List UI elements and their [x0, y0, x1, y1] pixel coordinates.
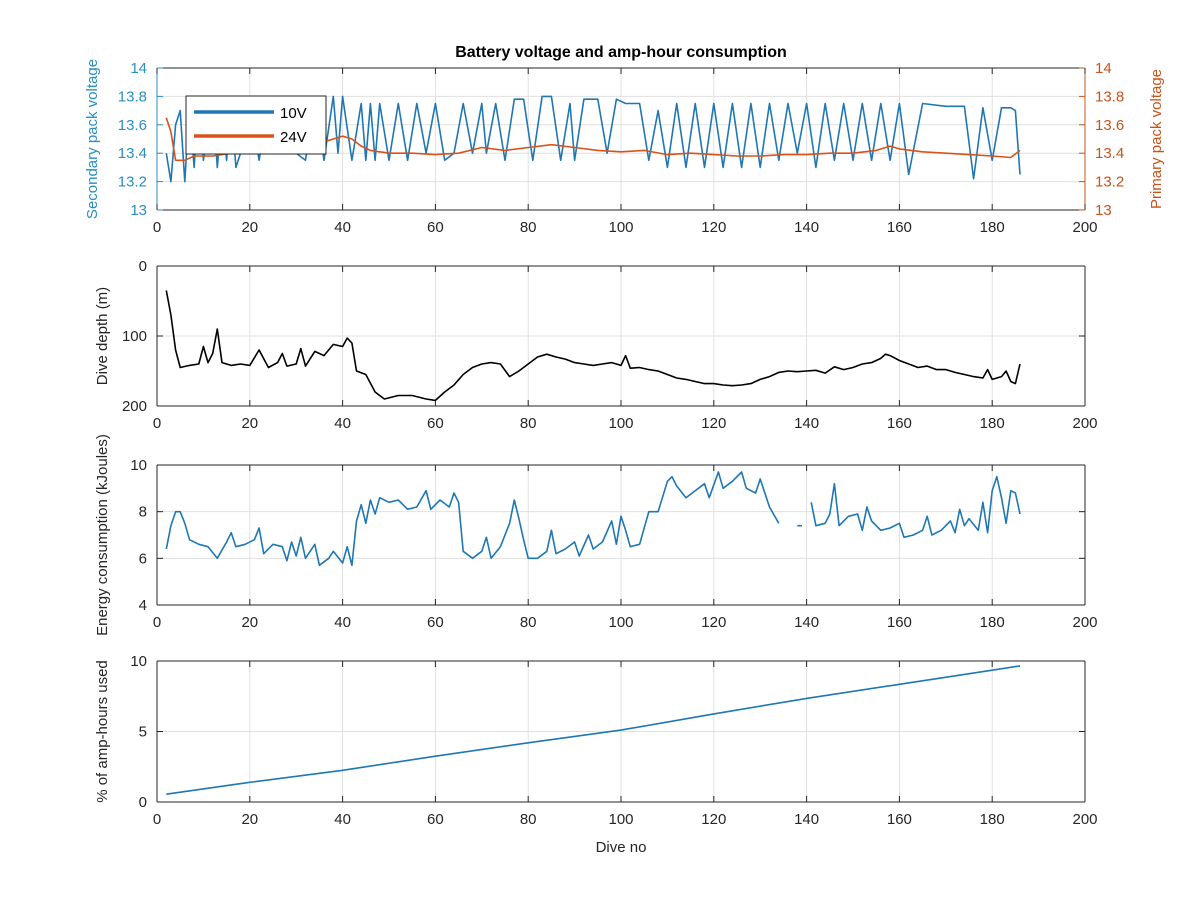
- y-tick-label-right: 13: [1095, 202, 1112, 219]
- x-tick-label: 60: [427, 614, 444, 631]
- subplot-voltage: 0 20 40 60 80 100 120 140 160 180 2001313.213.413.…: [84, 59, 1165, 236]
- y-tick-label: 0: [139, 258, 147, 275]
- x-tick-label: 120: [701, 219, 726, 236]
- y-tick-label: 13.4: [118, 145, 147, 162]
- y-tick-label-right: 13.8: [1095, 88, 1124, 105]
- x-tick-label: 80: [520, 811, 537, 828]
- series-line-depth-0: [165, 290, 1021, 402]
- x-tick-label: 160: [887, 614, 912, 631]
- y-tick-label: 13.2: [118, 174, 147, 191]
- x-tick-label: 140: [794, 811, 819, 828]
- x-tick-label: 100: [608, 811, 633, 828]
- subplot-amphours: 0 20 40 60 80 100 120 140 160 180 200 0 5 10 % of amp-…: [94, 653, 1098, 856]
- y-tick-label-right: 13.2: [1095, 174, 1124, 191]
- y-tick-label: 4: [139, 597, 147, 614]
- x-tick-label: 180: [980, 811, 1005, 828]
- x-tick-label: 180: [980, 219, 1005, 236]
- y-tick-label: 10: [130, 457, 147, 474]
- y-tick-label: 13.8: [118, 88, 147, 105]
- x-tick-label: 20: [241, 219, 258, 236]
- subplot-depth: 0 20 40 60 80 100 120 140 160 180 200 0 100 200 Dive d…: [94, 258, 1098, 432]
- y-tick-label: 100: [122, 328, 147, 345]
- x-tick-label: 40: [334, 811, 351, 828]
- x-tick-label: 120: [701, 415, 726, 432]
- y-tick-label: 13: [130, 202, 147, 219]
- x-tick-label: 200: [1072, 811, 1097, 828]
- x-axis-label: Dive no: [596, 839, 647, 856]
- y-axis-label: Secondary pack voltage: [84, 59, 101, 219]
- y-axis-label: % of amp-hours used: [94, 660, 111, 803]
- x-tick-label: 200: [1072, 614, 1097, 631]
- x-tick-label: 100: [608, 219, 633, 236]
- x-tick-label: 100: [608, 415, 633, 432]
- charts-container: 0 20 40 60 80 100 120 140 160 180 2001313.213.413.…: [84, 59, 1165, 856]
- x-tick-label: 140: [794, 219, 819, 236]
- x-tick-label: 0: [153, 811, 161, 828]
- legend-entry: 24V: [280, 129, 307, 146]
- x-tick-label: 60: [427, 415, 444, 432]
- x-tick-label: 160: [887, 811, 912, 828]
- x-tick-label: 200: [1072, 219, 1097, 236]
- x-tick-label: 0: [153, 219, 161, 236]
- subplot-energy: 0 20 40 60 80 100 120 140 160 180 200 4 6 8 10 Energy c…: [94, 434, 1098, 636]
- x-tick-label: 140: [794, 415, 819, 432]
- x-tick-label: 60: [427, 811, 444, 828]
- x-tick-label: 40: [334, 219, 351, 236]
- series-line-energy-0-seg2: [810, 475, 1021, 539]
- x-tick-label: 40: [334, 614, 351, 631]
- y-tick-label: 0: [139, 794, 147, 811]
- legend-entry: 10V: [280, 105, 307, 122]
- x-tick-label: 20: [241, 415, 258, 432]
- x-tick-label: 120: [701, 811, 726, 828]
- series-line-energy-0-seg0: [165, 471, 780, 567]
- x-tick-label: 20: [241, 811, 258, 828]
- x-tick-label: 20: [241, 614, 258, 631]
- y-tick-label: 5: [139, 724, 147, 741]
- y-tick-label-right: 14: [1095, 60, 1112, 77]
- x-tick-label: 180: [980, 415, 1005, 432]
- y-tick-label: 14: [130, 60, 147, 77]
- figure-title: Battery voltage and amp-hour consumption: [455, 44, 787, 61]
- x-tick-label: 40: [334, 415, 351, 432]
- series-line-amphours-0: [166, 665, 1021, 795]
- y-tick-label: 13.6: [118, 117, 147, 134]
- x-tick-label: 100: [608, 614, 633, 631]
- x-tick-label: 180: [980, 614, 1005, 631]
- x-tick-label: 200: [1072, 415, 1097, 432]
- x-tick-label: 60: [427, 219, 444, 236]
- legend-box: [185, 95, 327, 155]
- y-tick-label-right: 13.4: [1095, 145, 1124, 162]
- y-axis-label: Energy consumption (kJoules): [94, 434, 111, 636]
- x-tick-label: 140: [794, 614, 819, 631]
- x-tick-label: 0: [153, 614, 161, 631]
- y-tick-label: 8: [139, 504, 147, 521]
- y-tick-label-right: 13.6: [1095, 117, 1124, 134]
- x-tick-label: 120: [701, 614, 726, 631]
- x-tick-label: 80: [520, 614, 537, 631]
- x-tick-label: 160: [887, 219, 912, 236]
- y-tick-label: 6: [139, 550, 147, 567]
- x-tick-label: 80: [520, 219, 537, 236]
- y-tick-label: 10: [130, 653, 147, 670]
- y-tick-label: 200: [122, 398, 147, 415]
- y-axis-label: Dive depth (m): [94, 287, 111, 385]
- x-tick-label: 80: [520, 415, 537, 432]
- x-tick-label: 160: [887, 415, 912, 432]
- x-tick-label: 0: [153, 415, 161, 432]
- y-axis-label-right: Primary pack voltage: [1148, 69, 1165, 209]
